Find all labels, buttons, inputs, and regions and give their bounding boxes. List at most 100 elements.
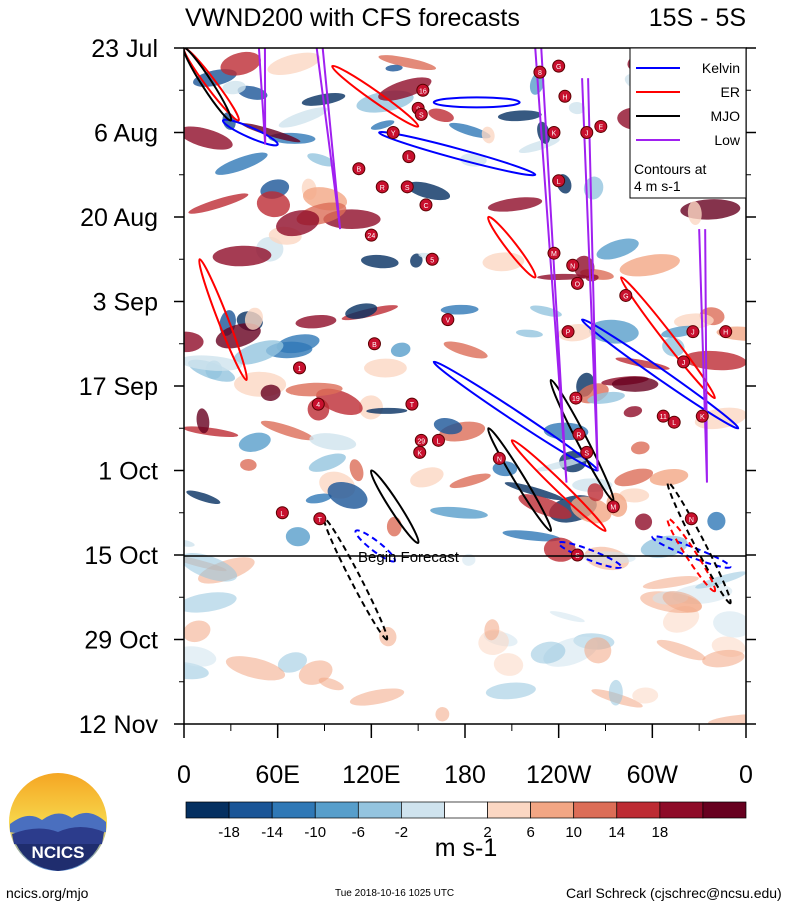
- cyclone-icon: [686, 325, 700, 339]
- cyclone-icon: [684, 512, 698, 526]
- low-track: [534, 48, 568, 483]
- cyclone-label: 8: [538, 70, 542, 77]
- anomaly-blob: [215, 152, 268, 175]
- cyclone-marker: T: [405, 397, 419, 411]
- anomaly-blob: [443, 341, 488, 359]
- footer-url[interactable]: ncics.org/mjo: [6, 885, 89, 901]
- forecast-label: Begin Forecast: [358, 549, 460, 566]
- anomaly-blob: [305, 493, 332, 504]
- anomaly-blob: [623, 406, 643, 418]
- cyclone-label: M: [551, 251, 557, 258]
- anomaly-blob: [220, 51, 261, 76]
- colorbar-label: -2: [395, 824, 408, 841]
- cyclone-icon: [719, 325, 733, 339]
- cyclone-marker: H: [719, 325, 733, 339]
- footer-timestamp: Tue 2018-10-16 1025 UTC: [335, 888, 455, 899]
- anomaly-blob: [308, 453, 346, 472]
- colorbar-units: m s-1: [435, 834, 498, 862]
- anomaly-blob: [662, 605, 700, 633]
- ncics-logo: NCICS: [9, 773, 107, 871]
- x-axis: 0 60E 120E 180 120W 60W 0: [177, 724, 753, 789]
- anomaly-blob: [406, 181, 451, 201]
- anomaly-blob: [481, 126, 495, 144]
- cyclone-icon: [561, 325, 575, 339]
- anomaly-blob: [449, 473, 491, 489]
- anomaly-blob: [568, 102, 585, 115]
- cyclone-icon: [547, 246, 561, 260]
- cyclone-marker: Y: [386, 126, 400, 139]
- anomaly-blob: [649, 468, 689, 486]
- wave-contours: [184, 48, 740, 641]
- anomaly-blob: [410, 253, 423, 268]
- anomaly-blob: [504, 482, 564, 501]
- anomaly-blob: [186, 490, 221, 505]
- cyclone-marker: O: [570, 276, 584, 290]
- cyclone-icon: [570, 548, 584, 562]
- y-tick-label: 23 Jul: [91, 35, 158, 63]
- anomaly-blob: [713, 611, 746, 638]
- colorbar-swatch: [530, 801, 575, 819]
- anomaly-blob: [484, 619, 500, 641]
- anomaly-blob: [570, 496, 612, 524]
- cyclone-marker: 29: [414, 433, 428, 447]
- cyclone-icon: [364, 228, 378, 242]
- cyclone-marker: J: [580, 126, 594, 139]
- anomaly-blob: [695, 571, 746, 589]
- colorbar-swatch: [573, 801, 618, 819]
- anomaly-blob: [493, 653, 524, 676]
- cyclone-marker: B: [352, 162, 366, 176]
- anomaly-blob: [233, 340, 284, 365]
- y-axis: 23 Jul 6 Aug 20 Aug 3 Sep 17 Sep 1 Oct 15 Oct 2…: [79, 35, 756, 739]
- cyclone-icon: [552, 59, 566, 73]
- anomaly-blob: [634, 513, 653, 531]
- anomaly-blob: [428, 108, 454, 123]
- legend-label: ER: [721, 84, 740, 100]
- anomaly-blob: [435, 707, 450, 722]
- anomaly-blob: [619, 488, 650, 503]
- anomaly-blob: [184, 646, 217, 667]
- anomaly-blob: [492, 461, 518, 477]
- cyclone-marker: R: [375, 180, 389, 194]
- colorbar-swatch: [487, 801, 531, 819]
- cyclone-marker: 16: [416, 83, 430, 97]
- cyclone-label: L: [557, 179, 561, 186]
- cyclone-label: H: [723, 330, 728, 337]
- cyclone-label: R: [380, 185, 385, 192]
- kelvin-contour: [221, 118, 279, 147]
- anomaly-blob: [244, 307, 263, 330]
- anomaly-blob: [225, 656, 286, 681]
- anomaly-blob: [433, 418, 463, 435]
- cyclone-marker: 24: [364, 228, 378, 242]
- mjo-contour: [369, 469, 420, 545]
- anomaly-blob: [196, 408, 210, 434]
- colorbar: -18 -14 -10 -6 -2 2 6 10 14 18: [185, 801, 747, 841]
- cyclone-label: Y: [391, 131, 396, 138]
- cyclone-label: L: [407, 155, 411, 162]
- colorbar-swatch: [314, 801, 359, 819]
- kelvin-contour: [557, 541, 623, 569]
- cyclone-label: B: [372, 342, 377, 349]
- anomaly-blob: [309, 433, 357, 451]
- colorbar-label: -10: [304, 824, 326, 841]
- cyclone-marker: N: [566, 258, 580, 272]
- cyclone-marker: 1: [293, 361, 307, 375]
- anomaly-blob: [662, 591, 702, 613]
- cyclone-label: O: [575, 281, 581, 288]
- colorbar-swatch: [401, 801, 445, 819]
- anomaly-blob: [184, 426, 239, 438]
- colorbar-swatch: [659, 801, 704, 819]
- low-track: [257, 48, 267, 145]
- cyclone-label: N: [689, 517, 694, 524]
- er-contour: [510, 439, 607, 532]
- anomaly-blob: [530, 641, 566, 664]
- cyclone-label: C: [423, 203, 428, 210]
- cyclone-icon: [386, 126, 400, 139]
- cyclone-marker: K: [695, 409, 709, 423]
- kelvin-contour: [354, 529, 396, 563]
- mjo-contour: [666, 481, 732, 605]
- anomaly-blob: [184, 592, 237, 613]
- anomaly-blob: [683, 350, 746, 371]
- cyclone-label: G: [556, 64, 561, 71]
- cyclone-marker: N: [684, 512, 698, 526]
